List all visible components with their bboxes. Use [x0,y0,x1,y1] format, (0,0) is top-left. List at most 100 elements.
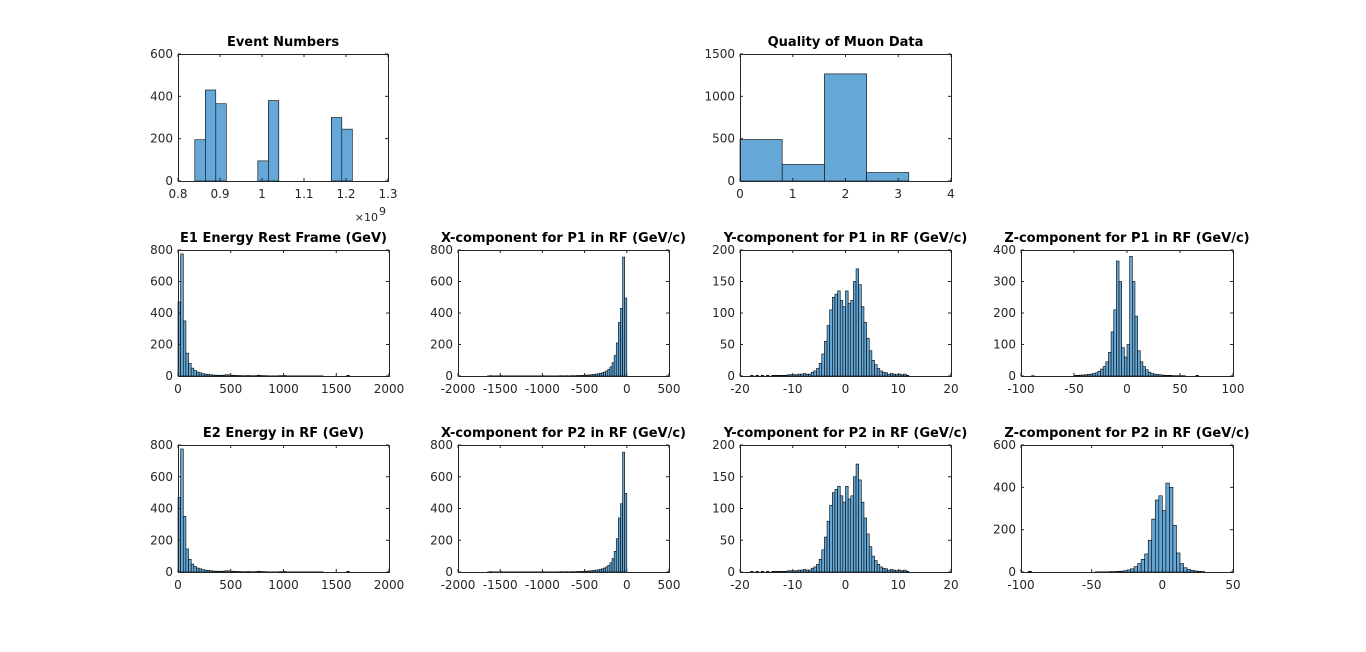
histogram-bar [605,370,609,377]
histogram-bar [624,297,628,377]
y-tick-label: 500 [712,132,735,146]
x-tick-label: 0 [1123,382,1131,396]
y-tick-label: 400 [430,502,453,516]
histogram-bar [773,375,778,377]
histogram-bar [180,253,184,377]
histogram-bar [805,373,809,377]
y-tick-label: 200 [712,438,735,452]
histogram-bar [824,341,828,377]
y-tick-label: 400 [150,306,173,320]
histogram-bar [185,352,189,377]
histogram-bar [1147,371,1152,377]
x-tick-label: 0 [174,578,182,592]
y-tick-label: 0 [445,369,453,383]
histogram-bar [884,568,889,573]
x-tick-label: 0 [736,187,744,201]
histogram-bar [866,533,870,573]
histogram-bar [834,489,838,573]
histogram-bar [779,375,783,377]
histogram-bar [217,374,221,377]
histogram-bar [776,571,780,573]
histogram-bar [622,256,625,377]
histogram-bar [861,306,865,377]
y-tick-label: 600 [150,470,173,484]
histogram-bar [618,322,621,377]
histogram-bar [257,160,269,182]
histogram-bar [603,567,607,573]
y-tick-label: 1000 [704,89,735,103]
histogram-bar [879,566,883,573]
histogram-bar [607,565,611,573]
histogram-bar [845,485,849,573]
histogram-bar [787,570,791,573]
y-tick-label: 100 [712,502,735,516]
histogram-bar [760,375,765,377]
histogram-bar [1193,570,1198,573]
x-tick-label: -1000 [525,382,560,396]
histogram-bar [1086,374,1091,377]
x-tick-label: -50 [1064,382,1084,396]
x-tick-label: 3 [894,187,902,201]
y-tick-label: 800 [430,243,453,257]
x-tick-label: 1.1 [294,187,313,201]
histogram-bar [211,570,216,573]
histogram-bar [256,374,261,377]
histogram-bar [855,268,859,377]
y-tick-label: 400 [993,480,1016,494]
histogram-bar [824,73,867,182]
histogram-bar [805,569,809,573]
x-tick-label: -1500 [483,382,518,396]
y-tick-label: 200 [150,132,173,146]
x-tick-label: 1000 [268,578,299,592]
histogram-bar [829,309,833,377]
histogram-bar [884,372,889,377]
histogram-bar [755,375,759,377]
histogram-bar [1158,374,1162,377]
y-tick-label: 400 [150,89,173,103]
histogram-bar [826,325,830,377]
histogram-bar [882,371,886,377]
x-tick-label: -500 [571,578,598,592]
histogram-bar [787,374,791,377]
histogram-bar [1139,361,1144,377]
x-tick-label: 2000 [374,382,405,396]
histogram-bar [215,103,227,182]
histogram-bar [771,375,775,377]
x-tick-label: 1000 [268,382,299,396]
histogram-bar [201,373,205,377]
y-tick-label: 50 [720,338,735,352]
histogram-bar [1133,566,1138,573]
histogram-bar [1132,281,1136,377]
histogram-bar [842,501,846,573]
histogram-bar [211,374,216,377]
y-tick-label: 200 [993,306,1016,320]
histogram-bar [766,375,770,377]
histogram-bar [879,370,883,377]
histogram-bar [887,569,891,573]
y-tick-label: 400 [993,243,1016,257]
x-tick-label: 1 [789,187,797,201]
y-tick-label: 600 [430,470,453,484]
histogram-bar [196,371,200,377]
axes-frame [1021,445,1234,573]
histogram-bar [871,359,875,377]
histogram-bar [190,367,195,377]
histogram-bar [863,517,867,573]
histogram-bar [1113,309,1117,377]
y-tick-label: 200 [430,533,453,547]
histogram-bar [198,568,203,573]
histogram-bar [824,536,828,573]
histogram-bar [599,569,602,573]
subplot-1: 0.8 0.9 1 1.1 1.2 1.3 0 200 400 600 Event Numbers ×… [150,35,397,224]
histogram-bar [866,172,910,182]
subplot-title: E1 Energy Rest Frame (GeV) [180,231,387,246]
histogram-bar [868,546,873,573]
histogram-bar [603,371,607,377]
histogram-bar [601,568,604,573]
histogram-bar [795,374,799,377]
subplot-7: 0 500 1000 1500 2000 0 200 400 600 800 E2 Energy i… [150,426,404,592]
y-tick-label: 200 [150,338,173,352]
